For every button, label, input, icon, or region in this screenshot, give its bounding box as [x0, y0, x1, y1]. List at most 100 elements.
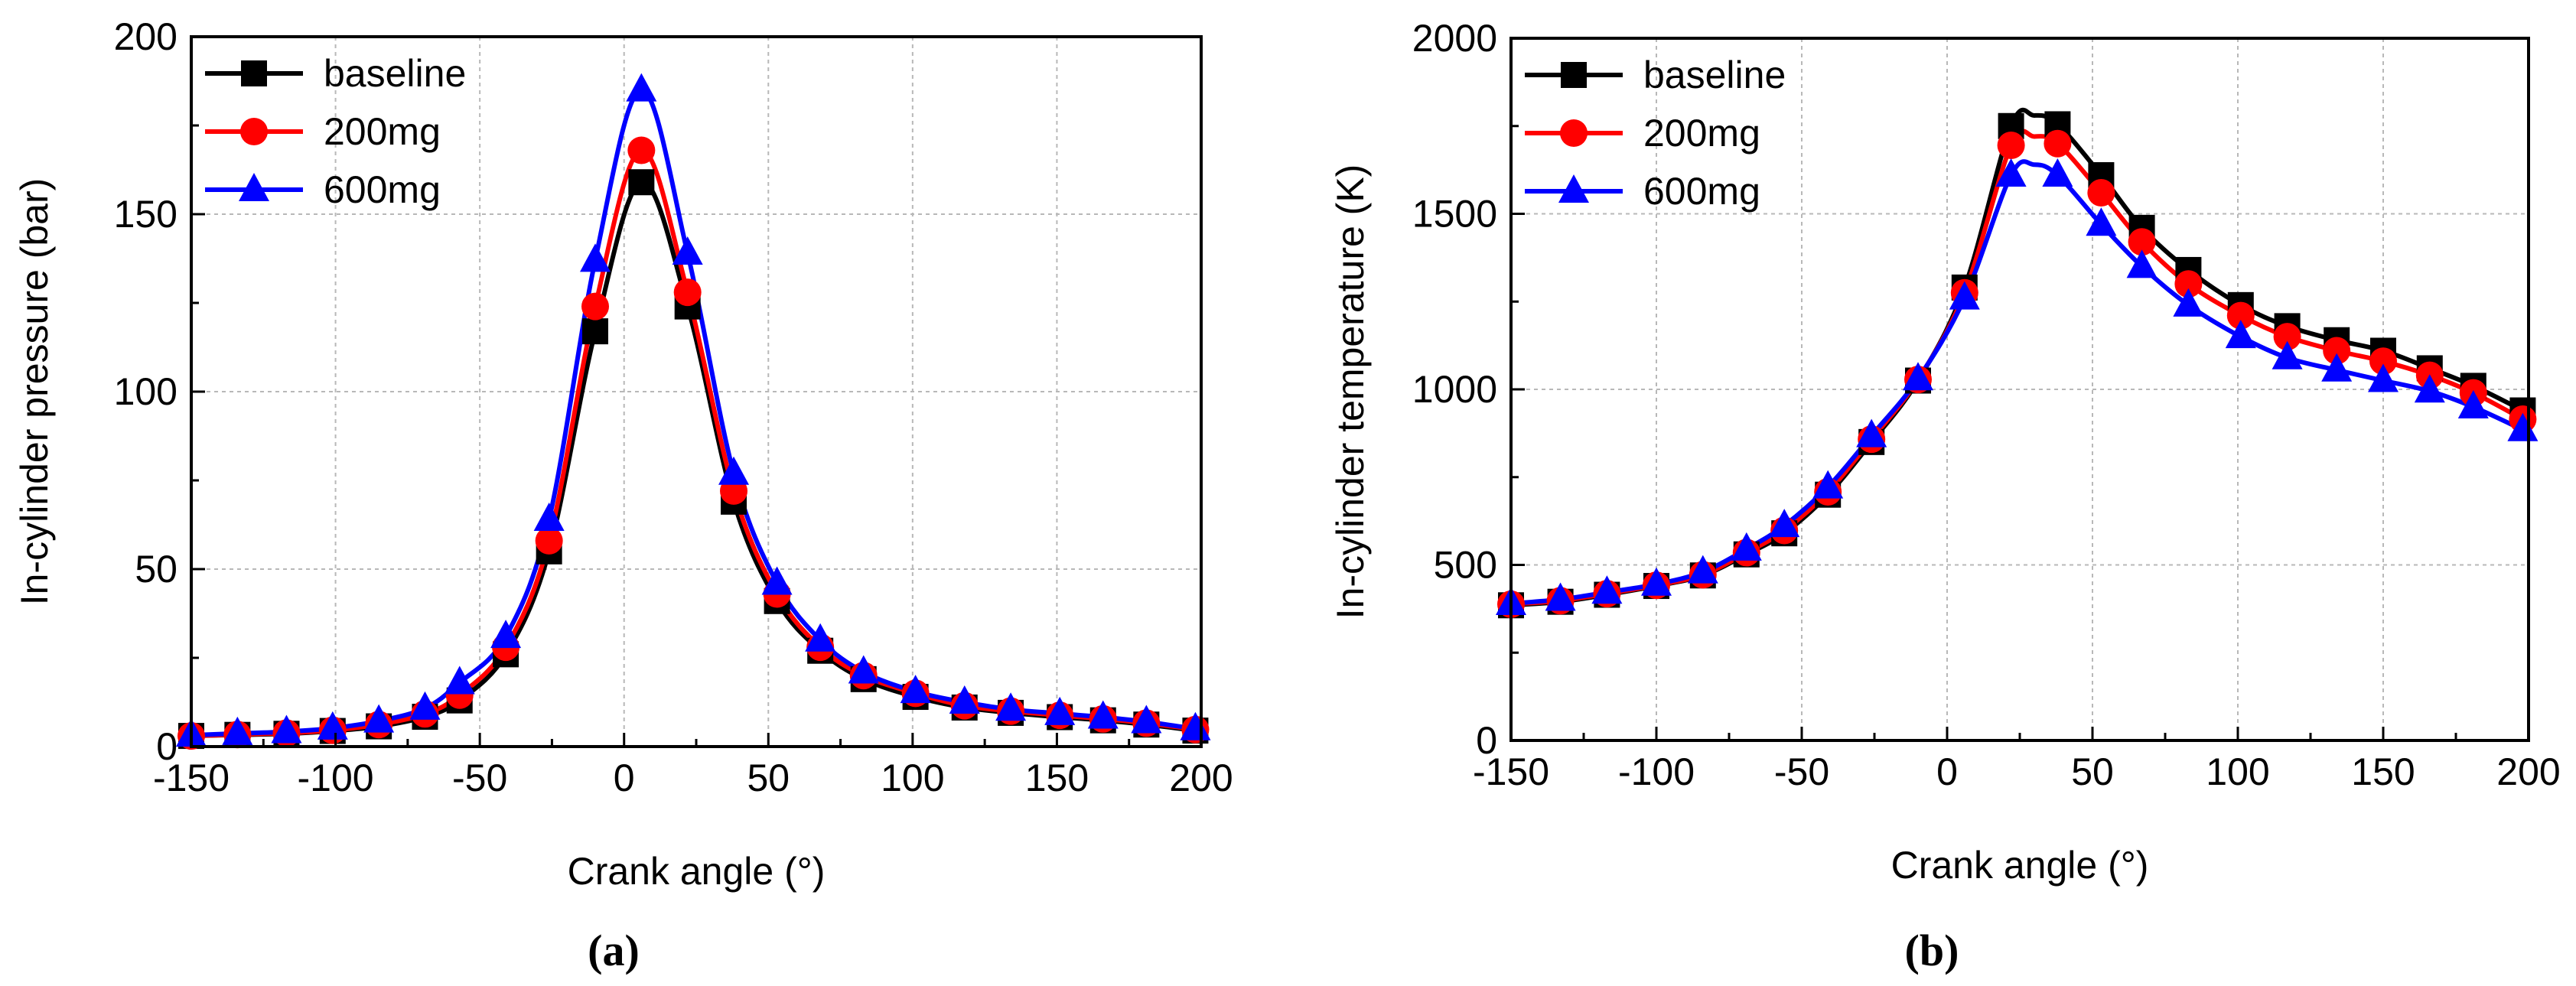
data-point-600mg [2086, 207, 2117, 236]
data-point-600mg [761, 566, 793, 595]
data-point-600mg [1087, 700, 1119, 729]
x-tick-label: 50 [747, 757, 790, 799]
legend-label-200mg: 200mg [324, 110, 441, 153]
grid-a [191, 37, 1201, 747]
data-point-200mg [2087, 178, 2115, 207]
x-tick-label: 100 [2206, 750, 2269, 793]
data-point-600mg [626, 73, 657, 102]
data-point-600mg [672, 236, 703, 265]
series-line-600mg [191, 87, 1196, 738]
data-point-600mg [2042, 158, 2073, 187]
y-tick-label: 50 [135, 548, 177, 591]
data-point-600mg [2272, 340, 2303, 369]
legend-a: baseline 200mg 600mg [205, 52, 466, 211]
x-tick-label: 0 [614, 757, 635, 799]
x-tick-label: 50 [2071, 750, 2114, 793]
y-tick-label: 150 [114, 193, 177, 236]
data-point-200mg [2044, 129, 2072, 158]
x-axis-label-b: Crank angle (°) [1891, 844, 2149, 887]
y-tick-label: 500 [1434, 544, 1497, 587]
series-markers-a [176, 73, 1211, 750]
data-point-600mg [1995, 158, 2027, 187]
y-tick-label: 1000 [1412, 368, 1497, 411]
x-axis-label-a: Crank angle (°) [568, 850, 826, 893]
data-point-600mg [848, 655, 879, 684]
axis-ticks-a: -150 -100 -50 0 50 100 150 200 0 50 100 150 200 [114, 15, 1233, 799]
x-tick-label: -150 [1473, 750, 1549, 793]
data-point-600mg [1949, 281, 1980, 310]
data-point-600mg [222, 716, 253, 745]
data-point-600mg [949, 685, 980, 714]
data-point-600mg [1812, 470, 1844, 499]
data-point-200mg [627, 136, 656, 164]
data-point-600mg [580, 243, 611, 272]
x-tick-label: -50 [452, 757, 507, 799]
data-point-600mg [271, 714, 302, 744]
data-point-600mg [1044, 696, 1076, 725]
data-point-600mg [1131, 705, 1162, 734]
legend-label-baseline: baseline [1643, 54, 1786, 96]
data-point-600mg [317, 711, 348, 740]
data-point-200mg [2323, 337, 2351, 365]
chart-b-temperature: -150 -100 -50 0 50 100 150 2000500100015002000 … [1329, 17, 2561, 975]
x-tick-label: -50 [1774, 750, 1829, 793]
x-tick-label: 200 [2496, 750, 2560, 793]
data-point-200mg [1997, 131, 2025, 159]
x-tick-label: 100 [881, 757, 944, 799]
legend-label-600mg: 600mg [324, 168, 441, 211]
data-point-baseline [582, 318, 608, 345]
data-point-600mg [2457, 389, 2489, 418]
data-point-200mg [2369, 347, 2397, 376]
y-tick-label: 2000 [1412, 17, 1497, 60]
data-point-200mg [2273, 323, 2301, 351]
data-point-600mg [1769, 509, 1800, 538]
data-point-600mg [1731, 532, 1762, 561]
x-tick-label: 200 [1169, 757, 1233, 799]
data-point-600mg [444, 665, 475, 695]
data-point-600mg [1591, 575, 1623, 604]
x-tick-label: -100 [1618, 750, 1695, 793]
data-point-600mg [2507, 412, 2539, 441]
x-tick-label: 150 [2351, 750, 2415, 793]
data-point-600mg [409, 691, 441, 720]
legend-marker-baseline [1561, 62, 1587, 88]
data-point-600mg [1545, 582, 1576, 611]
data-point-200mg [673, 278, 702, 307]
legend-label-baseline: baseline [324, 52, 466, 95]
legend-marker-600mg [1558, 174, 1589, 203]
y-tick-label: 0 [1476, 719, 1497, 762]
legend-marker-600mg [239, 173, 269, 201]
y-axis-label-b: In-cylinder temperature (K) [1329, 164, 1372, 620]
y-tick-label: 1500 [1412, 193, 1497, 236]
legend-b: baseline 200mg 600mg [1525, 54, 1786, 213]
data-point-600mg [2173, 288, 2204, 317]
y-axis-label-a: In-cylinder pressure (bar) [13, 178, 56, 606]
data-point-600mg [2414, 374, 2445, 403]
y-tick-label: 100 [114, 370, 177, 413]
data-point-200mg [535, 526, 563, 555]
legend-marker-baseline [241, 60, 267, 86]
data-point-600mg [363, 704, 395, 733]
data-point-600mg [2321, 353, 2353, 382]
chart-a-pressure: -150 -100 -50 0 50 100 150 200 0 50 100 150 200 base… [13, 15, 1233, 975]
x-tick-label: 0 [1936, 750, 1958, 793]
series-markers-b [1496, 111, 2539, 619]
y-tick-label: 200 [114, 15, 177, 58]
x-tick-label: -150 [153, 757, 230, 799]
caption-b: (b) [1905, 926, 1959, 975]
x-tick-label: 150 [1025, 757, 1089, 799]
data-point-200mg [581, 292, 609, 321]
data-point-600mg [900, 675, 931, 704]
data-point-baseline [628, 169, 655, 196]
data-point-600mg [2225, 320, 2256, 349]
data-point-600mg [490, 620, 522, 649]
legend-marker-200mg [240, 118, 268, 145]
y-tick-label: 0 [156, 725, 177, 768]
data-point-600mg [1856, 418, 1887, 447]
data-point-600mg [805, 623, 836, 652]
legend-label-200mg: 200mg [1643, 112, 1760, 155]
grid-b [1511, 38, 2529, 740]
data-point-600mg [718, 456, 750, 485]
